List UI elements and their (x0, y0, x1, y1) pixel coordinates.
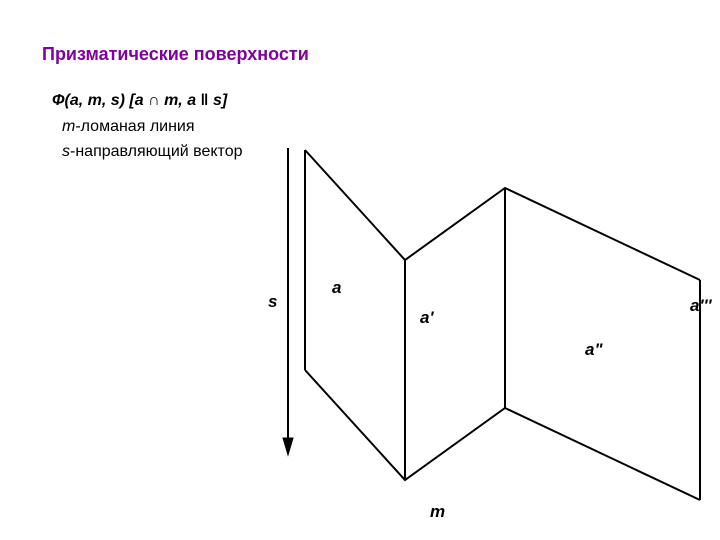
label-a3: a''' (690, 296, 712, 316)
prism-diagram (0, 0, 720, 540)
label-a1: a' (420, 308, 434, 328)
label-a: a (332, 278, 341, 298)
label-a2: a" (585, 340, 603, 360)
label-s: s (268, 292, 277, 312)
label-m: m (430, 502, 445, 522)
